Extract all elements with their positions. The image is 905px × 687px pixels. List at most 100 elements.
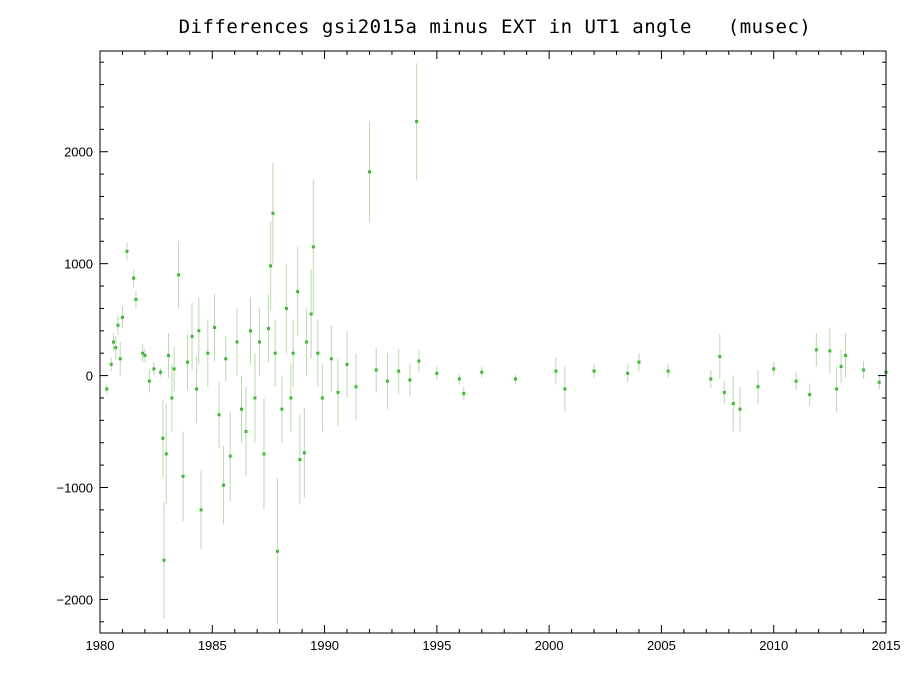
data-point bbox=[397, 369, 401, 373]
x-tick-label: 1990 bbox=[310, 638, 339, 653]
data-point bbox=[118, 357, 122, 361]
error-bars-layer bbox=[106, 63, 887, 625]
data-point bbox=[309, 312, 313, 316]
data-point bbox=[172, 367, 176, 371]
data-point bbox=[316, 351, 320, 355]
data-point bbox=[147, 379, 151, 383]
data-point bbox=[592, 369, 596, 373]
data-points-layer bbox=[105, 120, 888, 562]
data-point bbox=[141, 351, 145, 355]
data-point bbox=[374, 368, 378, 372]
data-point bbox=[262, 452, 266, 456]
data-point bbox=[116, 323, 120, 327]
data-point bbox=[844, 353, 848, 357]
data-point bbox=[257, 340, 261, 344]
data-point bbox=[275, 549, 279, 553]
data-point bbox=[228, 454, 232, 458]
data-point bbox=[235, 340, 239, 344]
data-point bbox=[839, 365, 843, 369]
data-point bbox=[367, 170, 371, 174]
data-point bbox=[385, 379, 389, 383]
y-tick-label: 2000 bbox=[64, 145, 93, 160]
data-point bbox=[329, 357, 333, 361]
data-point bbox=[134, 297, 138, 301]
data-point bbox=[828, 349, 832, 353]
x-tick-label: 2000 bbox=[535, 638, 564, 653]
data-point bbox=[161, 436, 165, 440]
data-point bbox=[162, 558, 166, 562]
x-tick-label: 1985 bbox=[198, 638, 227, 653]
data-point bbox=[190, 334, 194, 338]
data-point bbox=[626, 371, 630, 375]
data-point bbox=[435, 371, 439, 375]
data-point bbox=[345, 362, 349, 366]
data-point bbox=[563, 387, 567, 391]
data-point bbox=[457, 377, 461, 381]
data-point bbox=[239, 407, 243, 411]
data-point bbox=[244, 430, 248, 434]
y-tick-label: −1000 bbox=[56, 481, 93, 496]
data-point bbox=[186, 360, 190, 364]
data-point bbox=[814, 348, 818, 352]
data-point bbox=[253, 396, 257, 400]
data-point bbox=[731, 402, 735, 406]
plot-frame bbox=[99, 50, 887, 634]
x-tick-label: 1980 bbox=[86, 638, 115, 653]
data-point bbox=[166, 353, 170, 357]
data-point bbox=[354, 385, 358, 389]
x-tick-label: 1995 bbox=[422, 638, 451, 653]
data-point bbox=[114, 346, 118, 350]
data-point bbox=[756, 385, 760, 389]
data-point bbox=[305, 340, 309, 344]
data-point bbox=[177, 273, 181, 277]
data-point bbox=[794, 379, 798, 383]
x-tick-label: 2010 bbox=[759, 638, 788, 653]
data-point bbox=[170, 396, 174, 400]
data-point bbox=[709, 377, 713, 381]
data-point bbox=[248, 329, 252, 333]
data-point bbox=[738, 407, 742, 411]
data-point bbox=[877, 380, 881, 384]
data-point bbox=[269, 264, 273, 268]
data-point bbox=[111, 340, 115, 344]
data-point bbox=[289, 396, 293, 400]
data-point bbox=[417, 359, 421, 363]
data-point bbox=[513, 377, 517, 381]
chart-title: Differences gsi2015a minus EXT in UT1 an… bbox=[178, 16, 812, 38]
data-point bbox=[109, 362, 113, 366]
data-point bbox=[462, 391, 466, 395]
data-point bbox=[320, 396, 324, 400]
data-point bbox=[222, 483, 226, 487]
data-point bbox=[213, 325, 217, 329]
data-point bbox=[415, 120, 419, 124]
data-point bbox=[336, 390, 340, 394]
data-point bbox=[125, 249, 129, 253]
data-point bbox=[637, 360, 641, 364]
data-point bbox=[217, 413, 221, 417]
data-point bbox=[197, 329, 201, 333]
y-tick-label: 0 bbox=[86, 369, 93, 384]
y-tick-label: 1000 bbox=[64, 257, 93, 272]
data-point bbox=[280, 407, 284, 411]
data-point bbox=[284, 306, 288, 310]
data-point bbox=[298, 458, 302, 462]
y-tick-label: −2000 bbox=[56, 592, 93, 607]
data-point bbox=[195, 387, 199, 391]
axis-ticks bbox=[99, 51, 887, 633]
data-point bbox=[808, 393, 812, 397]
data-point bbox=[105, 387, 109, 391]
data-point bbox=[722, 390, 726, 394]
data-point bbox=[718, 355, 722, 359]
data-point bbox=[159, 370, 163, 374]
data-point bbox=[164, 452, 168, 456]
data-point bbox=[266, 327, 270, 331]
x-tick-label: 2015 bbox=[872, 638, 901, 653]
data-point bbox=[291, 351, 295, 355]
data-point bbox=[199, 508, 203, 512]
data-point bbox=[862, 368, 866, 372]
data-point bbox=[206, 351, 210, 355]
axis-tick-labels: 1980 1985 1990 1995 2000 2005 2010 2015 −2000 −10… bbox=[56, 145, 900, 653]
data-point bbox=[311, 245, 315, 249]
data-point bbox=[772, 367, 776, 371]
